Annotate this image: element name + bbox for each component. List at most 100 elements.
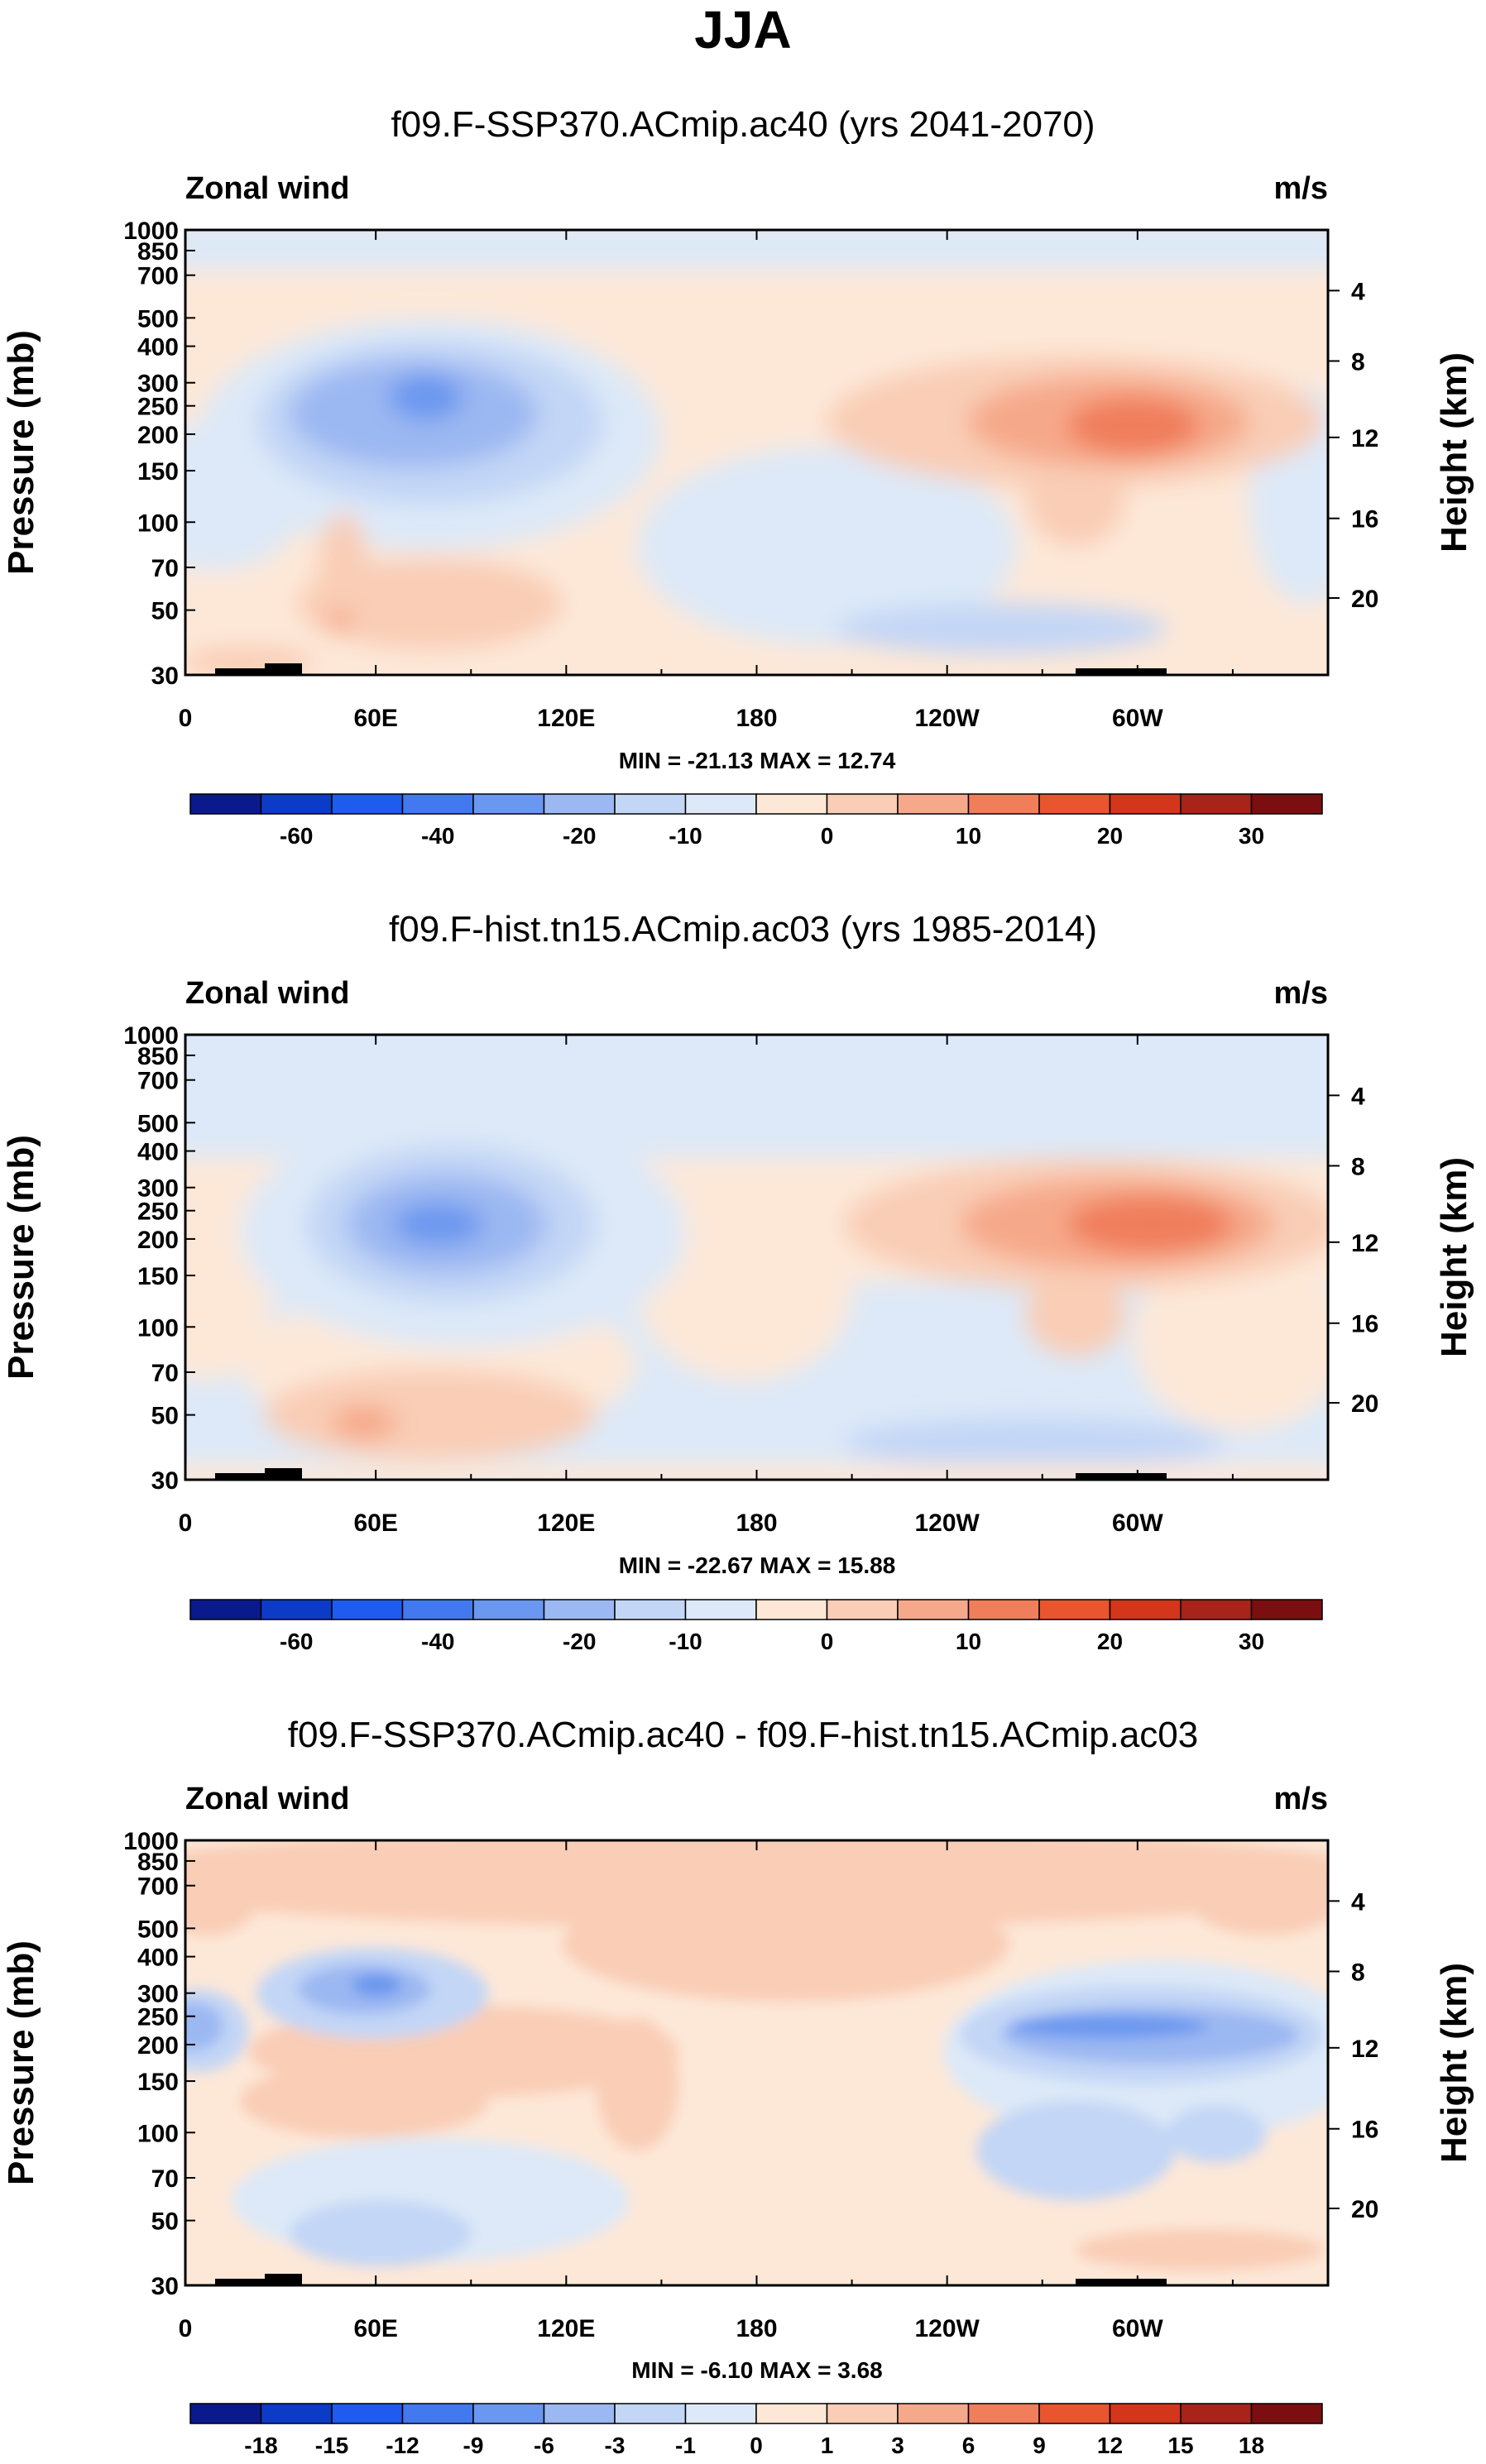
height-axis-label: Height (km) (1434, 1963, 1474, 2163)
height-tick-label: 16 (1351, 506, 1378, 533)
y-tick-label: 400 (137, 1945, 179, 1972)
colorbar-label: -3 (605, 2433, 626, 2458)
panel-title: f09.F-hist.tn15.ACmip.ac03 (yrs 1985-201… (389, 909, 1097, 950)
height-axis-label: Height (km) (1434, 352, 1474, 553)
colorbar-label: 20 (1097, 1629, 1123, 1654)
y-tick-label: 400 (137, 334, 179, 361)
y-tick-label: 100 (137, 2120, 179, 2147)
colorbar-swatch (189, 793, 262, 815)
height-tick-label: 8 (1351, 1959, 1365, 1986)
colorbar-label: -12 (386, 2433, 419, 2458)
colorbar-swatch (1180, 1599, 1253, 1620)
colorbar-label: 15 (1167, 2433, 1193, 2458)
height-tick-label: 20 (1351, 586, 1378, 613)
y-axis-label: Pressure (mb) (1, 1135, 41, 1380)
colorbar-swatch (401, 2403, 474, 2424)
colorbar-swatch (472, 793, 545, 815)
colorbar-swatch (826, 793, 899, 815)
colorbar-swatch (826, 2403, 899, 2424)
height-tick-label: 4 (1351, 1888, 1365, 1916)
contour-field (185, 230, 1328, 675)
colorbar-swatch (472, 1599, 545, 1620)
colorbar-swatch (1250, 2403, 1323, 2424)
colorbar-swatch (1250, 793, 1323, 815)
colorbar-label: -1 (675, 2433, 696, 2458)
x-tick-label: 0 (179, 2315, 193, 2342)
x-tick-label: 60W (1112, 1509, 1163, 1537)
colorbar-swatch (1250, 1599, 1323, 1620)
x-tick-label: 60E (353, 705, 397, 732)
colorbar-label: -40 (421, 823, 454, 849)
y-tick-label: 700 (137, 1873, 179, 1901)
units-label: m/s (1274, 1782, 1328, 1816)
panel-2: f09.F-hist.tn15.ACmip.ac03 (yrs 1985-201… (1, 909, 1474, 1654)
colorbar-label: -15 (315, 2433, 348, 2458)
y-tick-label: 250 (137, 394, 179, 421)
colorbar-label: 10 (956, 823, 981, 849)
y-tick-label: 150 (137, 1263, 179, 1290)
height-axis: 20 16 12 8 4 (1328, 1888, 1378, 2223)
height-tick-label: 16 (1351, 2117, 1378, 2144)
y-tick-label: 700 (137, 1068, 179, 1095)
y-axis-label: Pressure (mb) (1, 1940, 41, 2185)
colorbar-swatch (755, 793, 828, 815)
colorbar: -60 -40 -20 -10 0 10 20 30 (189, 1599, 1323, 1654)
colorbar-swatch (614, 1599, 687, 1620)
colorbar-swatch (1038, 793, 1111, 815)
y-tick-label: 70 (151, 555, 179, 582)
x-tick-label: 120W (914, 1509, 980, 1537)
y-tick-label: 30 (151, 2273, 179, 2300)
height-tick-label: 12 (1351, 1230, 1378, 1257)
min-max-label: MIN = -21.13 MAX = 12.74 (619, 748, 896, 773)
y-tick-label: 50 (151, 2208, 179, 2236)
x-tick-label: 120W (914, 705, 980, 732)
height-tick-label: 16 (1351, 1311, 1378, 1338)
colorbar-swatch (472, 2403, 545, 2424)
colorbar-swatch (189, 2403, 262, 2424)
colorbar-label: -20 (563, 823, 596, 849)
colorbar-swatch (260, 793, 333, 815)
height-tick-label: 20 (1351, 1390, 1378, 1418)
x-axis: 0 60E 120E 180 120W 60W (179, 1840, 1234, 2342)
height-axis: 20 16 12 8 4 (1328, 1083, 1378, 1418)
y-tick-label: 850 (137, 1849, 179, 1876)
variable-label: Zonal wind (185, 976, 349, 1011)
colorbar-label: 18 (1239, 2433, 1264, 2458)
colorbar-label: 10 (956, 1629, 981, 1654)
colorbar-label: -20 (563, 1629, 596, 1654)
x-axis: 0 60E 120E 180 120W 60W (179, 1035, 1234, 1537)
x-tick-label: 120E (537, 1509, 595, 1537)
colorbar-label: -10 (669, 823, 702, 849)
y-tick-label: 300 (137, 1981, 179, 2008)
x-tick-label: 120E (537, 705, 595, 732)
units-label: m/s (1274, 171, 1328, 206)
colorbar-label: 0 (821, 1629, 834, 1654)
colorbar-label: -6 (534, 2433, 554, 2458)
y-tick-label: 70 (151, 1360, 179, 1387)
colorbar-swatch (684, 2403, 757, 2424)
y-tick-label: 300 (137, 371, 179, 398)
y-tick-label: 200 (137, 2032, 179, 2060)
y-tick-label: 100 (137, 1314, 179, 1342)
x-tick-label: 180 (736, 2315, 777, 2342)
colorbar-label: 0 (750, 2433, 763, 2458)
height-tick-label: 20 (1351, 2196, 1378, 2223)
colorbar-swatch (684, 793, 757, 815)
colorbar-swatch (401, 793, 474, 815)
y-tick-label: 1000 (123, 1828, 179, 1855)
y-tick-label: 850 (137, 1043, 179, 1070)
colorbar-label: -18 (244, 2433, 277, 2458)
y-tick-label: 850 (137, 238, 179, 266)
x-tick-label: 0 (179, 705, 193, 732)
colorbar-swatch (1038, 1599, 1111, 1620)
y-tick-label: 500 (137, 1916, 179, 1943)
colorbar-swatch (543, 1599, 616, 1620)
y-tick-label: 70 (151, 2165, 179, 2193)
colorbar-swatch (543, 2403, 616, 2424)
units-label: m/s (1274, 976, 1328, 1011)
variable-label: Zonal wind (185, 1782, 349, 1816)
y-tick-label: 100 (137, 510, 179, 537)
colorbar-swatch (614, 793, 687, 815)
